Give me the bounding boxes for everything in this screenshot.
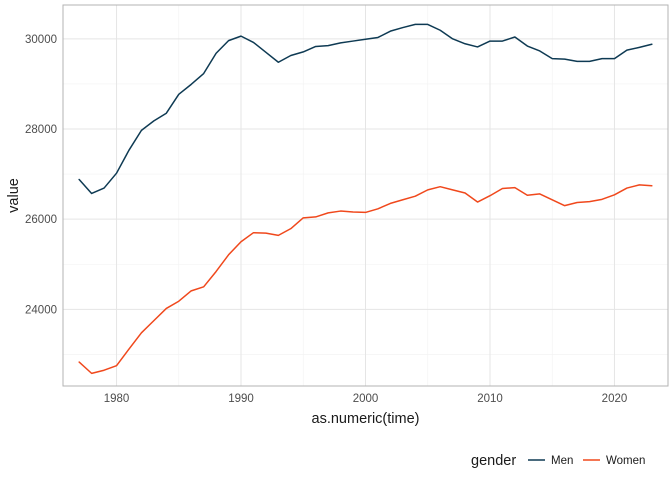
x-tick-label: 2000	[353, 393, 379, 405]
legend-label-men: Men	[551, 455, 573, 467]
major-gridlines	[63, 5, 668, 386]
legend: gender Men Women	[471, 453, 645, 469]
x-tick-label: 2010	[477, 393, 503, 405]
y-axis-tick-labels: 24000 26000 28000 30000	[25, 34, 57, 317]
y-axis-title: value	[6, 178, 22, 213]
series-line-men	[78, 23, 653, 195]
x-tick-label: 1980	[104, 393, 130, 405]
legend-title: gender	[471, 453, 516, 469]
y-tick-label: 28000	[25, 124, 57, 136]
series-lines	[78, 23, 653, 375]
x-axis-tick-labels: 1980 1990 2000 2010 2020	[104, 393, 628, 405]
series-line-women	[78, 184, 653, 375]
x-tick-label: 1990	[228, 393, 254, 405]
legend-items: Men Women	[528, 455, 645, 467]
x-axis-title: as.numeric(time)	[312, 411, 420, 427]
y-tick-label: 24000	[25, 304, 57, 316]
y-tick-label: 26000	[25, 214, 57, 226]
y-tick-label: 30000	[25, 34, 57, 46]
x-tick-label: 2020	[602, 393, 628, 405]
legend-label-women: Women	[606, 455, 645, 467]
plot-panel-border	[62, 4, 669, 387]
